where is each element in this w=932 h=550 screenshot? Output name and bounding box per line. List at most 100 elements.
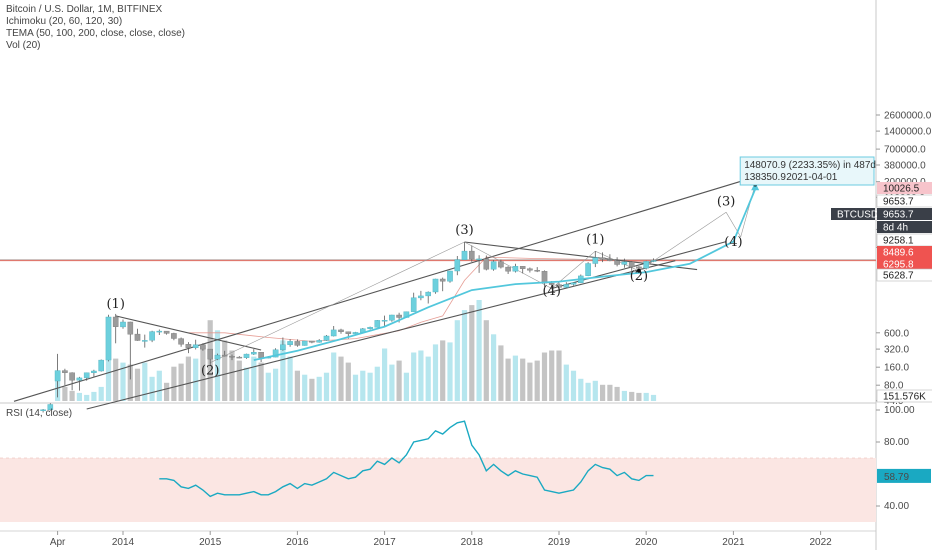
volume-bar xyxy=(586,383,591,401)
candle-body xyxy=(55,371,60,381)
price-tag-label: 10026.5 xyxy=(883,184,920,195)
candle-body xyxy=(99,360,104,371)
y-tick-label: 700000.0 xyxy=(884,145,926,156)
candle-body xyxy=(193,345,198,348)
candle-body xyxy=(338,330,343,332)
wave-label: (3) xyxy=(455,223,473,238)
candle-body xyxy=(120,322,125,327)
volume-bar xyxy=(309,379,314,401)
candle-body xyxy=(317,340,322,342)
candle-body xyxy=(375,320,380,327)
candle-body xyxy=(171,333,176,338)
candle-body xyxy=(346,332,351,334)
volume-bar xyxy=(150,377,155,401)
candle-body xyxy=(208,349,213,359)
candle-body xyxy=(222,355,227,356)
candle-body xyxy=(309,341,314,342)
volume-bar xyxy=(171,367,176,401)
volume-bar xyxy=(636,393,641,401)
x-tick-label: 2017 xyxy=(373,537,396,548)
candle-body xyxy=(84,373,89,378)
volume-bar xyxy=(491,334,496,401)
volume-bar xyxy=(535,361,540,401)
wave-label: (3) xyxy=(717,195,735,210)
volume-bar xyxy=(382,349,387,402)
y-tick-label: 1400000.0 xyxy=(884,127,932,138)
volume-bar xyxy=(644,393,649,401)
candle-body xyxy=(186,344,191,348)
candle-body xyxy=(244,354,249,358)
candle-body xyxy=(440,279,445,281)
candle-body xyxy=(535,270,540,271)
candle-body xyxy=(200,345,205,349)
volume-bar xyxy=(266,373,271,401)
x-tick-label: 2020 xyxy=(635,537,658,548)
wave-label: (4) xyxy=(724,235,742,250)
volume-bar xyxy=(222,340,227,401)
projection-date: 2021-04-01 xyxy=(786,172,838,183)
volume-bar xyxy=(418,351,423,402)
volume-bar xyxy=(593,381,598,401)
volume-bar xyxy=(447,342,452,401)
wave-label: (1) xyxy=(106,297,124,312)
candle-body xyxy=(418,296,423,298)
candle-body xyxy=(389,315,394,320)
candle-body xyxy=(164,331,169,333)
candle-body xyxy=(622,262,627,265)
price-tag-label: 9653.7 xyxy=(883,197,914,208)
candle-body xyxy=(251,352,256,354)
ichimoku-legend[interactable]: Ichimoku (20, 60, 120, 30) xyxy=(6,16,122,28)
volume-legend[interactable]: Vol (20) xyxy=(6,40,40,52)
chart-title: Bitcoin / U.S. Dollar, 1M, BITFINEX xyxy=(6,4,162,16)
x-tick-label: Apr xyxy=(50,537,66,548)
volume-bar xyxy=(331,353,336,402)
candle-body xyxy=(128,322,133,334)
volume-bar xyxy=(91,392,96,401)
volume-bar xyxy=(433,344,438,401)
volume-bar xyxy=(375,367,380,401)
volume-bar xyxy=(317,377,322,401)
volume-bar xyxy=(615,387,620,401)
volume-bar xyxy=(186,357,191,401)
price-tag-label: 8d 4h xyxy=(883,223,908,234)
candle-body xyxy=(157,331,162,332)
volume-bar xyxy=(360,371,365,401)
volume-bar xyxy=(288,357,293,401)
candle-body xyxy=(462,251,467,260)
candle-body xyxy=(331,330,336,336)
volume-bar xyxy=(106,361,111,401)
candle-body xyxy=(433,279,438,292)
anchor-dot xyxy=(637,269,641,273)
candle-body xyxy=(455,260,460,271)
volume-bar xyxy=(600,385,605,401)
candle-body xyxy=(615,261,620,265)
tema-legend[interactable]: TEMA (50, 100, 200, close, close, close) xyxy=(6,28,185,40)
volume-bar xyxy=(251,357,256,401)
volume-bar xyxy=(62,387,67,401)
volume-bar xyxy=(527,363,532,401)
candle-body xyxy=(571,283,576,285)
candle-body xyxy=(644,261,649,268)
candle-body xyxy=(542,271,547,283)
x-tick-label: 2016 xyxy=(286,537,309,548)
volume-bar xyxy=(70,391,75,401)
price-tag-label: 9653.7 xyxy=(883,210,914,221)
rsi-legend[interactable]: RSI (14, close) xyxy=(6,408,72,420)
volume-bar xyxy=(389,365,394,401)
candle-body xyxy=(586,264,591,276)
volume-bar xyxy=(455,320,460,401)
rsi-tick-label: 80.00 xyxy=(884,437,909,448)
x-tick-label: 2019 xyxy=(548,537,571,548)
candle-body xyxy=(77,378,82,380)
volume-bar xyxy=(295,371,300,401)
candle-body xyxy=(259,352,264,358)
candle-body xyxy=(280,345,285,350)
volume-bar xyxy=(564,365,569,401)
candle-body xyxy=(426,292,431,296)
x-tick-label: 2022 xyxy=(809,537,832,548)
candle-body xyxy=(498,262,503,268)
volume-bar xyxy=(520,359,525,401)
volume-bar xyxy=(498,345,503,401)
volume-bar xyxy=(193,359,198,401)
